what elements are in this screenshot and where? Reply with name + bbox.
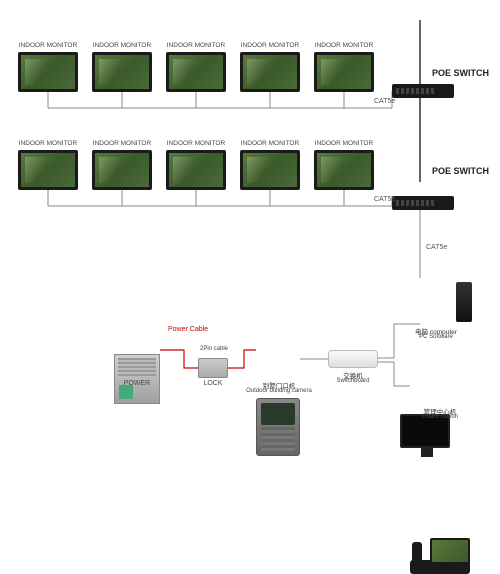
indoor-monitor-5: INDOOR MONITOR bbox=[314, 52, 374, 92]
cat5e-label-3: CAT5e bbox=[426, 244, 447, 251]
cat5e-label-1: CAT5e bbox=[374, 98, 395, 105]
pin-cable-label: 2Pin cable bbox=[200, 346, 228, 353]
power-supply bbox=[114, 354, 160, 404]
indoor-monitor-2: INDOOR MONITOR bbox=[92, 52, 152, 92]
door-lock bbox=[198, 358, 228, 378]
indoor-monitor-3: INDOOR MONITOR bbox=[166, 52, 226, 92]
monitor-label: INDOOR MONITOR bbox=[18, 42, 78, 49]
indoor-monitor-10: INDOOR MONITOR bbox=[314, 150, 374, 190]
pc-tower bbox=[456, 282, 472, 322]
indoor-monitor-8: INDOOR MONITOR bbox=[166, 150, 226, 190]
lock-label: LOCK bbox=[198, 380, 228, 388]
indoor-monitor-9: INDOOR MONITOR bbox=[240, 150, 300, 190]
diagram-canvas: INDOOR MONITOR INDOOR MONITOR INDOOR MON… bbox=[0, 0, 500, 500]
poe-switch-1 bbox=[392, 84, 454, 98]
power-cable-label: Power Cable bbox=[168, 326, 208, 333]
switchboard-label-en: Switchboard bbox=[328, 378, 378, 385]
outdoor-camera bbox=[256, 398, 300, 456]
indoor-monitor-1: INDOOR MONITOR bbox=[18, 52, 78, 92]
switchboard bbox=[328, 350, 378, 368]
guard-label-en: Guard station bbox=[410, 414, 470, 421]
power-label: POWER bbox=[114, 380, 160, 388]
computer-label-en: PC Software bbox=[400, 334, 472, 341]
outdoor-label-en: Outdoor building camera bbox=[234, 388, 324, 395]
indoor-monitor-7: INDOOR MONITOR bbox=[92, 150, 152, 190]
indoor-monitor-6: INDOOR MONITOR bbox=[18, 150, 78, 190]
indoor-monitor-4: INDOOR MONITOR bbox=[240, 52, 300, 92]
cat5e-label-2: CAT5e bbox=[374, 196, 395, 203]
poe-switch-2 bbox=[392, 196, 454, 210]
poe-switch-2-label: POE SWITCH bbox=[432, 166, 489, 176]
guard-station bbox=[410, 538, 470, 574]
poe-switch-1-label: POE SWITCH bbox=[432, 68, 489, 78]
